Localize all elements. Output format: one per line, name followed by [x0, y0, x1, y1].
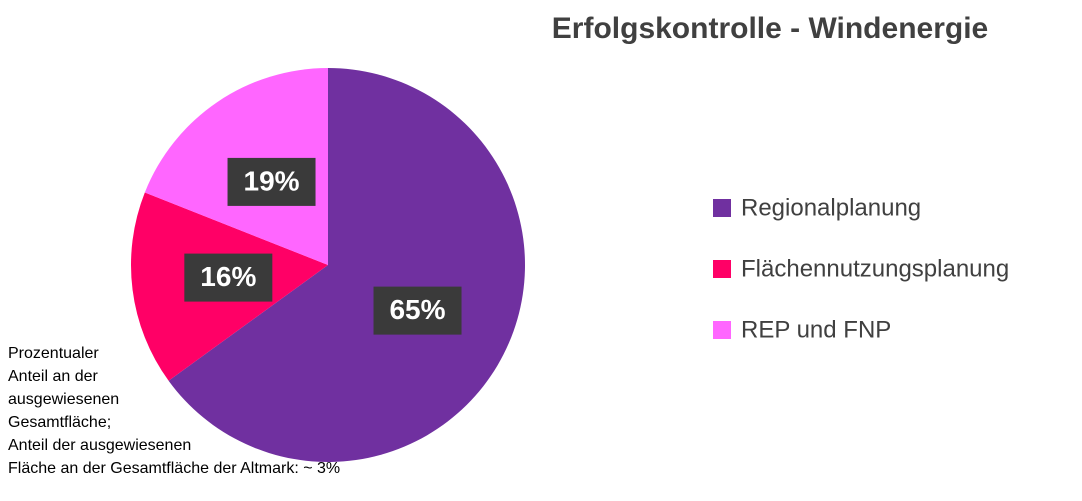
data-label: 19% [244, 165, 300, 196]
pie-slice [168, 68, 525, 463]
legend-label: Regionalplanung [741, 194, 921, 221]
legend-swatch [713, 260, 731, 278]
annotation: Gesamtfläche; [8, 414, 111, 431]
annotation: Fläche an der Gesamtfläche der Altmark: … [8, 460, 340, 477]
legend-swatch [713, 199, 731, 217]
data-label-box [373, 286, 462, 335]
legend-label: REP und FNP [741, 316, 891, 343]
data-label-box [227, 157, 316, 206]
annotation: Prozentualer [8, 345, 99, 362]
data-label-box [184, 253, 273, 302]
annotation: Anteil an der [8, 368, 99, 385]
annotation: ausgewiesenen [8, 391, 119, 408]
chart-title: Erfolgskontrolle - Windenergie [552, 12, 988, 45]
data-label: 65% [389, 294, 445, 325]
legend-swatch [713, 321, 731, 339]
legend-label: Flächennutzungsplanung [741, 255, 1009, 282]
annotation: Anteil der ausgewiesenen [8, 437, 191, 454]
data-label: 16% [200, 261, 256, 292]
